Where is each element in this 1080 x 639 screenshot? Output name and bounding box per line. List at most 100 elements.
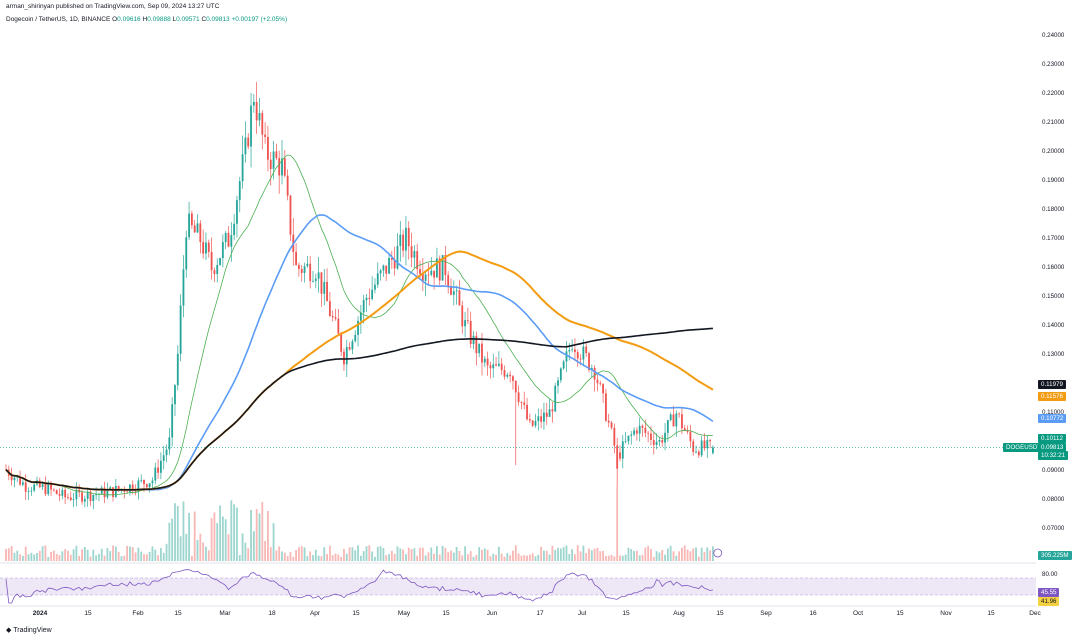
volume-bar xyxy=(616,486,619,561)
candle-body xyxy=(317,272,320,279)
candle-body xyxy=(261,113,264,135)
candle-body xyxy=(309,263,312,281)
ma-black-line xyxy=(5,327,713,491)
volume-bar xyxy=(227,534,230,561)
volume-bar xyxy=(64,549,67,561)
symbol-name[interactable]: Dogecoin / TetherUS, 1D, BINANCE xyxy=(6,16,111,23)
candle-body xyxy=(447,275,450,287)
candle-body xyxy=(154,467,157,481)
candle-body xyxy=(616,445,619,469)
candle-body xyxy=(326,281,328,302)
candle-body xyxy=(52,489,55,491)
ma-blue-line xyxy=(5,214,714,491)
candle-body xyxy=(174,385,176,405)
volume-bar xyxy=(447,552,450,561)
candle-body xyxy=(703,440,706,449)
volume-bar xyxy=(165,543,168,561)
rsi-value-label: 45.55 xyxy=(1038,588,1060,597)
volume-bar xyxy=(712,546,714,561)
candle-body xyxy=(182,269,185,306)
volume-bar xyxy=(531,553,534,561)
candle-body xyxy=(190,213,193,226)
volume-bar xyxy=(604,556,607,561)
time-label: Oct xyxy=(852,610,864,617)
volume-bar xyxy=(171,518,174,561)
price-tick: 0.19000 xyxy=(1042,177,1065,184)
rsi-ma-label: 41.96 xyxy=(1038,597,1060,606)
volume-label: 305.225M xyxy=(1038,551,1072,560)
candle-body xyxy=(193,225,196,233)
volume-bar xyxy=(250,510,252,561)
volume-bar xyxy=(193,511,196,561)
volume-bar xyxy=(444,547,447,561)
candle-body xyxy=(275,151,278,159)
candle-body xyxy=(658,440,661,442)
candle-body xyxy=(568,350,571,352)
volume-bar xyxy=(117,551,120,561)
candle-body xyxy=(238,181,241,201)
volume-bar xyxy=(365,546,368,561)
candle-body xyxy=(81,492,83,502)
volume-bar xyxy=(148,551,151,561)
volume-bar xyxy=(574,554,576,561)
price-tick: 0.22000 xyxy=(1042,90,1065,97)
close-label: C xyxy=(201,16,207,23)
volume-bar xyxy=(500,553,503,561)
candle-body xyxy=(55,490,58,495)
candle-body xyxy=(210,252,213,271)
candle-body xyxy=(472,335,475,345)
candle-body xyxy=(258,113,261,121)
volume-bar xyxy=(86,549,89,561)
candle-body xyxy=(221,242,224,259)
volume-bar xyxy=(81,549,83,561)
candle-body xyxy=(44,484,47,495)
candle-body xyxy=(281,158,283,176)
price-tick: 0.16000 xyxy=(1042,264,1065,271)
candle-body xyxy=(706,440,709,449)
volume-bar xyxy=(692,548,695,561)
volume-bar xyxy=(185,533,188,561)
candle-body xyxy=(689,431,692,442)
candle-body xyxy=(106,489,109,498)
candle-body xyxy=(441,255,444,281)
volume-bar xyxy=(199,533,202,561)
tradingview-logo[interactable]: ◆ TradingView xyxy=(6,627,52,634)
volume-bar xyxy=(162,552,165,561)
candle-body xyxy=(576,352,579,359)
volume-bar xyxy=(207,550,210,561)
volume-bar xyxy=(619,555,621,561)
candle-body xyxy=(413,251,416,258)
candle-body xyxy=(16,476,19,478)
candle-body xyxy=(627,435,630,442)
time-label: 15 xyxy=(84,610,92,617)
volume-bar xyxy=(224,519,227,561)
volume-bar xyxy=(390,550,393,561)
volume-bar xyxy=(607,555,610,561)
volume-bar xyxy=(469,551,472,561)
candle-body xyxy=(216,264,219,275)
candle-body xyxy=(13,477,16,481)
candle-body xyxy=(596,379,599,384)
candle-body xyxy=(695,451,697,453)
candle-body xyxy=(320,272,323,294)
price-tick: 0.18000 xyxy=(1042,206,1065,213)
candle-body xyxy=(385,265,388,274)
candle-body xyxy=(75,489,78,500)
volume-bar xyxy=(433,553,436,561)
rsi-upper-tick: 80.00 xyxy=(1042,571,1058,578)
volume-bar xyxy=(435,546,438,561)
volume-bar xyxy=(374,556,376,561)
volume-bar xyxy=(24,546,27,561)
candle-body xyxy=(686,430,689,432)
volume-bar xyxy=(179,536,182,561)
ma-green-label: 0.10112 xyxy=(1038,434,1066,443)
candle-body xyxy=(157,467,160,473)
volume-bar xyxy=(143,554,145,561)
candle-body xyxy=(264,134,267,138)
candle-body xyxy=(143,479,145,485)
candle-body xyxy=(126,491,129,493)
volume-bar xyxy=(407,547,410,561)
volume-bar xyxy=(664,554,666,561)
volume-bar xyxy=(413,548,416,561)
